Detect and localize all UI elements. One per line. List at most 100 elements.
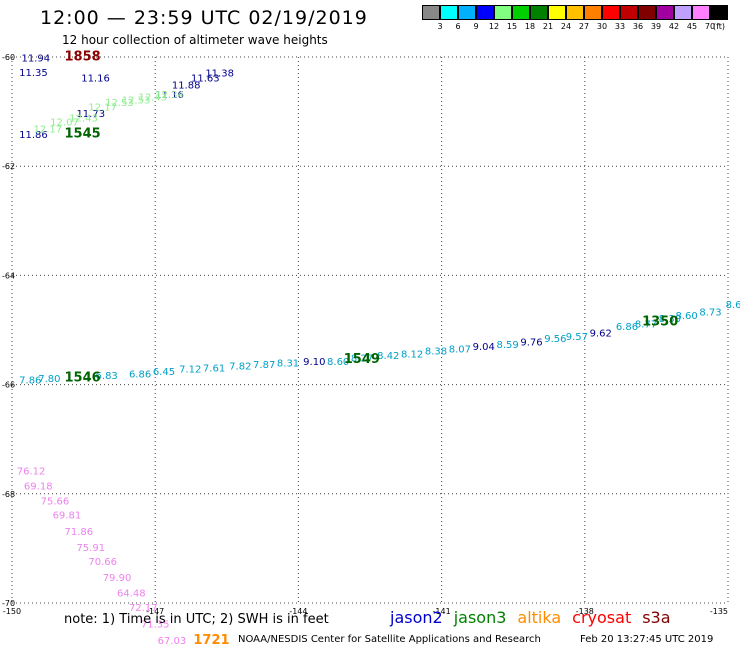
wave-height-label: 11.38 — [205, 69, 234, 80]
wave-height-label: 75.91 — [76, 543, 105, 554]
satellite-legend: jason2 jason3 altika cryosat s3a — [390, 608, 682, 630]
colorbar-swatch — [656, 5, 674, 20]
lat-tick-label: -68 — [2, 490, 15, 499]
time-label: 1721 — [193, 633, 229, 648]
wave-height-label: 8.60 — [327, 357, 349, 368]
colorbar-tick-label: 6 — [455, 22, 461, 31]
time-label: 1545 — [65, 126, 101, 141]
colorbar-swatch — [512, 5, 530, 20]
wave-height-label: 67.03 — [158, 636, 187, 647]
wave-height-label: 8.27 — [351, 354, 373, 365]
wave-height-label: 11.16 — [155, 90, 184, 101]
footer-credit: NOAA/NESDIS Center for Satellite Applica… — [238, 634, 541, 645]
colorbar-tick-label: 33 — [614, 22, 626, 31]
map-axes: -150 -147 -144 -141 -138 -135 -60 -62 -64 -66 -68 -… — [2, 53, 728, 616]
colorbar: 3 6 9 12 15 18 21 24 27 30 33 36 39 42 45 70 (ft) — [422, 5, 728, 37]
legend-entry-cryosat: cryosat — [572, 608, 632, 627]
colorbar-swatch — [710, 5, 728, 20]
colorbar-tick-label: 18 — [524, 22, 536, 31]
colorbar-swatch — [458, 5, 476, 20]
colorbar-tick-label: 45 — [686, 22, 698, 31]
wave-height-label: 71.35 — [141, 620, 170, 631]
wave-height-label: 12.53 — [122, 95, 151, 106]
wave-height-label: 11.16 — [81, 74, 110, 85]
lon-tick-label: -141 — [433, 607, 451, 616]
wave-height-label: 8.38 — [425, 347, 447, 358]
time-labels: 1858 1545 1546 1549 1350 1721 — [65, 49, 679, 648]
lat-tick-label: -70 — [2, 599, 15, 608]
colorbar-unit: (ft) — [713, 22, 726, 31]
wave-height-label: 7.12 — [179, 365, 201, 376]
wave-height-label: 8.07 — [449, 344, 471, 355]
wave-height-label: 6.83 — [96, 371, 118, 382]
colorbar-swatch — [620, 5, 638, 20]
colorbar-swatch — [566, 5, 584, 20]
colorbar-swatch — [422, 5, 440, 20]
time-label: 1549 — [344, 352, 380, 367]
colorbar-tick-label: 70 — [704, 22, 716, 31]
lon-tick-label: -147 — [146, 607, 164, 616]
wave-height-label: 12.43 — [69, 113, 98, 124]
wave-height-label: 11.35 — [19, 68, 48, 79]
colorbar-swatch — [476, 5, 494, 20]
wave-height-label: 7.87 — [253, 360, 275, 371]
wave-height-label: 69.18 — [24, 481, 53, 492]
wave-height-label: 7.61 — [203, 363, 225, 374]
wave-height-label: 8.73 — [699, 307, 721, 318]
colorbar-tick-label: 15 — [506, 22, 518, 31]
colorbar-tick-label: 9 — [473, 22, 479, 31]
time-label: 1350 — [642, 315, 678, 330]
colorbar-swatch — [602, 5, 620, 20]
wave-height-label: 8.77 — [635, 319, 657, 330]
wave-height-label: 9.10 — [303, 357, 325, 368]
wave-height-label: 11.88 — [172, 81, 201, 92]
wave-height-label: 8.30 — [659, 314, 681, 325]
colorbar-swatch — [530, 5, 548, 20]
wave-height-label: 70.66 — [88, 557, 117, 568]
lat-tick-label: -62 — [2, 162, 15, 171]
colorbar-tick-label: 30 — [596, 22, 608, 31]
wave-height-label: 8.12 — [401, 349, 423, 360]
wave-height-label: 12.17 — [33, 124, 62, 135]
colorbar-tick-label: 24 — [560, 22, 572, 31]
wave-height-label: 7.82 — [229, 361, 251, 372]
colorbar-tick-label: 36 — [632, 22, 644, 31]
wave-height-label: 11.86 — [19, 130, 48, 141]
wave-height-label: 6.86 — [616, 322, 638, 333]
colorbar-swatch — [548, 5, 566, 20]
lon-tick-label: -135 — [710, 607, 728, 616]
page-title: 12:00 — 23:59 UTC 02/19/2019 — [40, 7, 368, 29]
wave-height-label: 9.56 — [544, 334, 566, 345]
wave-height-label: 6.45 — [153, 367, 175, 378]
map-grid — [11, 56, 729, 604]
wave-height-label: 8.6 — [726, 300, 740, 311]
wave-height-label: 79.90 — [103, 573, 132, 584]
lon-tick-label: -138 — [576, 607, 594, 616]
wave-height-label: 12.17 — [88, 103, 117, 114]
colorbar-tick-label: 42 — [668, 22, 680, 31]
wave-height-label: 11.94 — [22, 53, 51, 64]
wave-height-label: 12.43 — [138, 93, 167, 104]
wave-height-label: 11.73 — [76, 109, 105, 120]
wave-height-label: 12.34 — [155, 90, 184, 101]
wave-height-label: 9.76 — [520, 337, 542, 348]
time-label: 1546 — [65, 370, 101, 385]
wave-height-label: 6.86 — [129, 370, 151, 381]
lat-tick-label: -66 — [2, 381, 15, 390]
wave-height-label: 64.48 — [117, 588, 146, 599]
colorbar-tick-label: 21 — [542, 22, 554, 31]
wave-height-label: 8.60 — [675, 311, 697, 322]
wave-height-label: 8.42 — [377, 351, 399, 362]
wave-height-label: 69.81 — [53, 510, 82, 521]
wave-height-label: 72.17 — [129, 603, 158, 614]
wave-height-label: 9.57 — [566, 332, 588, 343]
colorbar-tick-label: 12 — [488, 22, 500, 31]
colorbar-tick-label: 27 — [578, 22, 590, 31]
wave-height-label: 7.86 — [19, 376, 41, 387]
page-subtitle: 12 hour collection of altimeter wave hei… — [62, 33, 328, 47]
legend-entry-jason2: jason2 — [390, 608, 443, 627]
lon-tick-label: -144 — [289, 607, 307, 616]
wave-height-label: 8.31 — [277, 359, 299, 370]
